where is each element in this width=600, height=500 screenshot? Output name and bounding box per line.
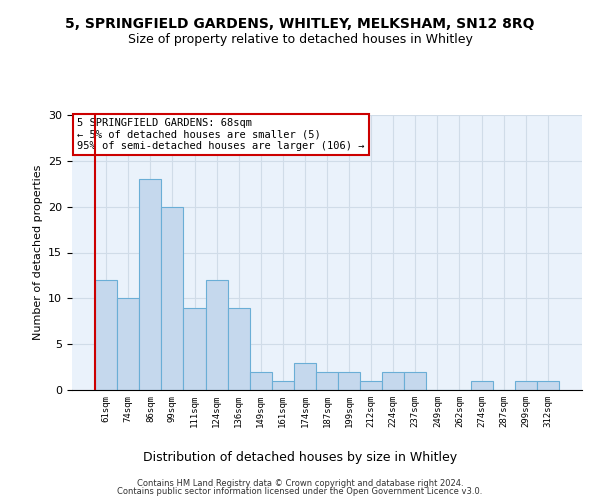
Bar: [382, 372, 404, 390]
Text: Contains public sector information licensed under the Open Government Licence v3: Contains public sector information licen…: [118, 487, 482, 496]
Bar: [139, 179, 161, 390]
Y-axis label: Number of detached properties: Number of detached properties: [32, 165, 43, 340]
Bar: [338, 372, 360, 390]
Bar: [470, 381, 493, 390]
Bar: [206, 280, 227, 390]
Text: 5 SPRINGFIELD GARDENS: 68sqm
← 5% of detached houses are smaller (5)
95% of semi: 5 SPRINGFIELD GARDENS: 68sqm ← 5% of det…: [77, 118, 365, 151]
Bar: [537, 381, 559, 390]
Bar: [227, 308, 250, 390]
Bar: [316, 372, 338, 390]
Bar: [95, 280, 117, 390]
Text: 5, SPRINGFIELD GARDENS, WHITLEY, MELKSHAM, SN12 8RQ: 5, SPRINGFIELD GARDENS, WHITLEY, MELKSHA…: [65, 18, 535, 32]
Bar: [404, 372, 427, 390]
Bar: [360, 381, 382, 390]
Bar: [184, 308, 206, 390]
Text: Contains HM Land Registry data © Crown copyright and database right 2024.: Contains HM Land Registry data © Crown c…: [137, 478, 463, 488]
Text: Distribution of detached houses by size in Whitley: Distribution of detached houses by size …: [143, 451, 457, 464]
Bar: [515, 381, 537, 390]
Bar: [117, 298, 139, 390]
Bar: [250, 372, 272, 390]
Bar: [161, 206, 184, 390]
Bar: [272, 381, 294, 390]
Bar: [294, 362, 316, 390]
Text: Size of property relative to detached houses in Whitley: Size of property relative to detached ho…: [128, 32, 472, 46]
